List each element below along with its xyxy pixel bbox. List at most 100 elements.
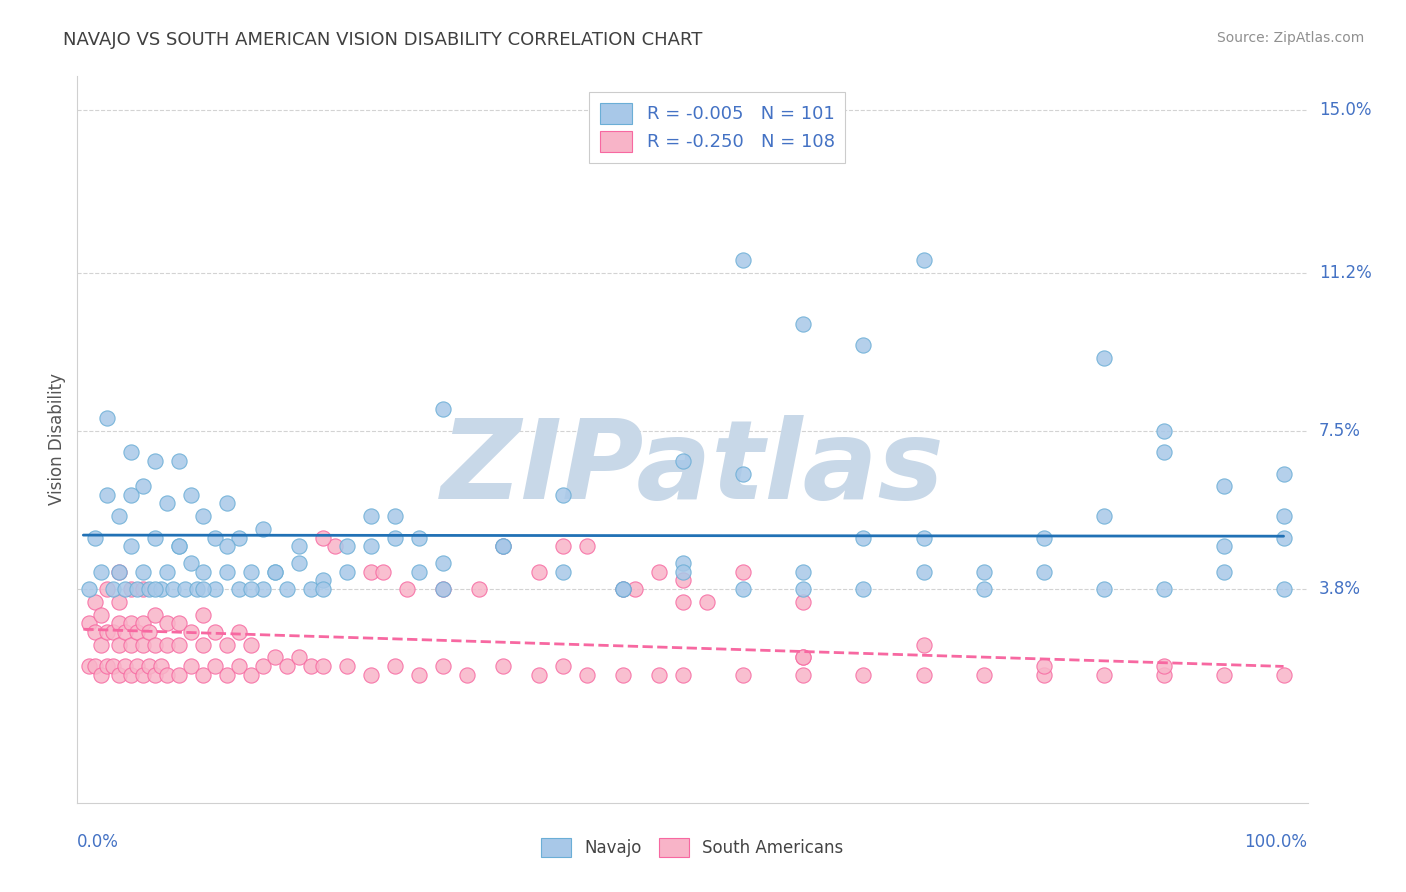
South Americans: [1153, 667, 1175, 681]
South Americans: [529, 565, 551, 579]
Navajo: [217, 565, 239, 579]
South Americans: [1092, 667, 1115, 681]
Navajo: [84, 531, 107, 545]
Navajo: [193, 565, 215, 579]
South Americans: [169, 667, 191, 681]
Navajo: [792, 317, 814, 331]
South Americans: [792, 595, 814, 609]
South Americans: [108, 616, 131, 631]
South Americans: [96, 624, 118, 639]
Navajo: [1032, 565, 1054, 579]
Navajo: [553, 565, 575, 579]
Navajo: [1272, 467, 1295, 481]
South Americans: [114, 624, 136, 639]
Navajo: [1153, 582, 1175, 596]
Navajo: [384, 509, 406, 524]
Navajo: [1272, 531, 1295, 545]
Navajo: [1153, 424, 1175, 438]
Navajo: [217, 539, 239, 553]
Navajo: [912, 252, 935, 267]
Y-axis label: Vision Disability: Vision Disability: [48, 374, 66, 505]
Navajo: [792, 582, 814, 596]
Navajo: [138, 582, 160, 596]
Navajo: [108, 509, 131, 524]
Navajo: [180, 488, 202, 502]
South Americans: [576, 667, 599, 681]
Navajo: [1212, 479, 1234, 493]
Navajo: [180, 557, 202, 571]
Navajo: [252, 582, 274, 596]
Navajo: [432, 557, 454, 571]
Navajo: [288, 539, 311, 553]
Navajo: [299, 582, 322, 596]
Navajo: [912, 565, 935, 579]
South Americans: [156, 616, 179, 631]
Navajo: [360, 509, 382, 524]
Navajo: [228, 582, 250, 596]
Navajo: [852, 582, 875, 596]
South Americans: [143, 638, 166, 652]
Navajo: [204, 582, 226, 596]
Navajo: [553, 488, 575, 502]
Navajo: [912, 531, 935, 545]
Navajo: [156, 496, 179, 510]
Text: Source: ZipAtlas.com: Source: ZipAtlas.com: [1216, 31, 1364, 45]
South Americans: [84, 595, 107, 609]
South Americans: [156, 667, 179, 681]
South Americans: [180, 624, 202, 639]
Navajo: [672, 453, 695, 467]
South Americans: [325, 539, 347, 553]
Navajo: [120, 539, 142, 553]
Navajo: [408, 531, 430, 545]
South Americans: [169, 638, 191, 652]
South Americans: [114, 659, 136, 673]
Navajo: [1272, 582, 1295, 596]
Navajo: [1212, 565, 1234, 579]
Navajo: [276, 582, 298, 596]
South Americans: [1272, 667, 1295, 681]
South Americans: [408, 667, 430, 681]
South Americans: [492, 659, 515, 673]
Text: 3.8%: 3.8%: [1319, 580, 1361, 598]
South Americans: [733, 565, 755, 579]
Navajo: [384, 531, 406, 545]
Navajo: [1272, 509, 1295, 524]
Navajo: [264, 565, 287, 579]
South Americans: [143, 607, 166, 622]
Navajo: [733, 252, 755, 267]
Navajo: [360, 539, 382, 553]
South Americans: [143, 667, 166, 681]
Navajo: [156, 565, 179, 579]
South Americans: [132, 616, 155, 631]
Navajo: [240, 565, 263, 579]
South Americans: [96, 659, 118, 673]
South Americans: [228, 659, 250, 673]
South Americans: [103, 659, 125, 673]
South Americans: [276, 659, 298, 673]
South Americans: [1153, 659, 1175, 673]
South Americans: [90, 607, 112, 622]
Navajo: [1092, 509, 1115, 524]
Navajo: [672, 565, 695, 579]
South Americans: [792, 650, 814, 665]
Navajo: [240, 582, 263, 596]
South Americans: [576, 539, 599, 553]
Text: 7.5%: 7.5%: [1319, 422, 1361, 440]
Navajo: [120, 445, 142, 459]
Navajo: [169, 539, 191, 553]
South Americans: [672, 667, 695, 681]
South Americans: [492, 539, 515, 553]
Navajo: [1092, 582, 1115, 596]
Navajo: [1092, 351, 1115, 365]
Navajo: [1032, 531, 1054, 545]
Navajo: [733, 582, 755, 596]
Navajo: [288, 557, 311, 571]
Navajo: [612, 582, 634, 596]
Navajo: [852, 531, 875, 545]
Navajo: [264, 565, 287, 579]
South Americans: [672, 595, 695, 609]
South Americans: [103, 624, 125, 639]
Navajo: [103, 582, 125, 596]
Navajo: [90, 565, 112, 579]
Navajo: [174, 582, 197, 596]
